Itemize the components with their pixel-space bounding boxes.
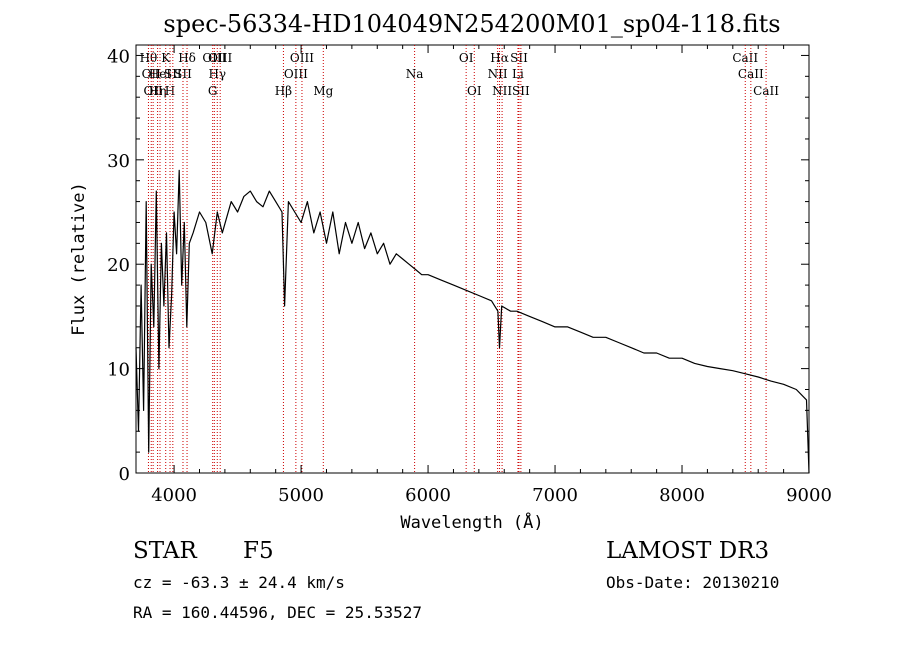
marker-label-27: CaII — [732, 51, 758, 65]
marker-label-22: Hα — [490, 51, 509, 65]
marker-label-25: SII — [510, 51, 528, 65]
survey-name: LAMOST DR3 — [606, 538, 770, 564]
chart-title: spec-56334-HD104049N254200M01_sp04-118.f… — [163, 10, 780, 38]
marker-label-2: OII — [143, 84, 163, 98]
marker-label-6: H — [165, 84, 175, 98]
x-tick-label-1: 5000 — [278, 485, 324, 506]
marker-label-15: OIII — [284, 67, 308, 81]
spectral-subclass: F5 — [243, 538, 274, 564]
y-tick-label-3: 30 — [107, 151, 130, 172]
x-tick-label-2: 6000 — [405, 485, 451, 506]
axes: 4000 5000 6000 7000 8000 9000 0 10 20 30 40 — [107, 45, 832, 506]
marker-label-21: NII — [488, 67, 508, 81]
x-tick-label-3: 7000 — [532, 485, 578, 506]
marker-label-14: Hβ — [275, 84, 292, 98]
y-tick-label-0: 0 — [119, 464, 130, 485]
redshift-text: cz = -63.3 ± 24.4 km/s — [133, 573, 345, 592]
marker-label-28: CaII — [738, 67, 764, 81]
marker-label-5: K — [161, 51, 171, 65]
x-tick-label-0: 4000 — [151, 485, 197, 506]
y-tick-label-4: 40 — [107, 46, 130, 67]
marker-label-12: Hγ — [208, 67, 226, 81]
marker-label-1: OII — [142, 67, 162, 81]
line-markers: HθOIIOIIHηHeIKHSIISIIHδGOIIIHγOIIIHβOIII… — [140, 45, 779, 473]
marker-label-26: SII — [512, 84, 530, 98]
marker-label-3: Hη — [149, 84, 167, 98]
marker-label-9: Hδ — [178, 51, 196, 65]
y-tick-label-1: 10 — [107, 360, 130, 381]
marker-label-19: OI — [459, 51, 474, 65]
y-tick-label-2: 20 — [107, 255, 130, 276]
marker-label-23: NII — [492, 84, 512, 98]
marker-label-18: Na — [406, 67, 424, 81]
marker-label-29: CaII — [753, 84, 779, 98]
x-axis-label: Wavelength (Å) — [400, 511, 543, 533]
marker-label-16: OIII — [290, 51, 314, 65]
marker-label-7: SII — [164, 67, 182, 81]
marker-label-4: HeI — [149, 67, 172, 81]
marker-label-0: Hθ — [140, 51, 158, 65]
x-tick-label-4: 8000 — [659, 485, 705, 506]
obs-date-text: Obs-Date: 20130210 — [606, 573, 780, 592]
marker-label-17: Mg — [313, 84, 333, 98]
marker-label-10: G — [208, 84, 218, 98]
marker-label-24: Li — [512, 67, 524, 81]
marker-label-13: OIII — [208, 51, 232, 65]
coordinates-text: RA = 160.44596, DEC = 25.53527 — [133, 603, 422, 622]
series-line-0 — [135, 169, 810, 474]
y-axis-label: Flux (relative) — [69, 182, 89, 336]
object-type: STAR — [133, 538, 197, 564]
plot-frame — [135, 44, 810, 474]
marker-label-20: OI — [467, 84, 482, 98]
spectrum-series — [135, 169, 810, 474]
x-tick-label-5: 9000 — [786, 485, 832, 506]
marker-label-8: SII — [174, 67, 192, 81]
